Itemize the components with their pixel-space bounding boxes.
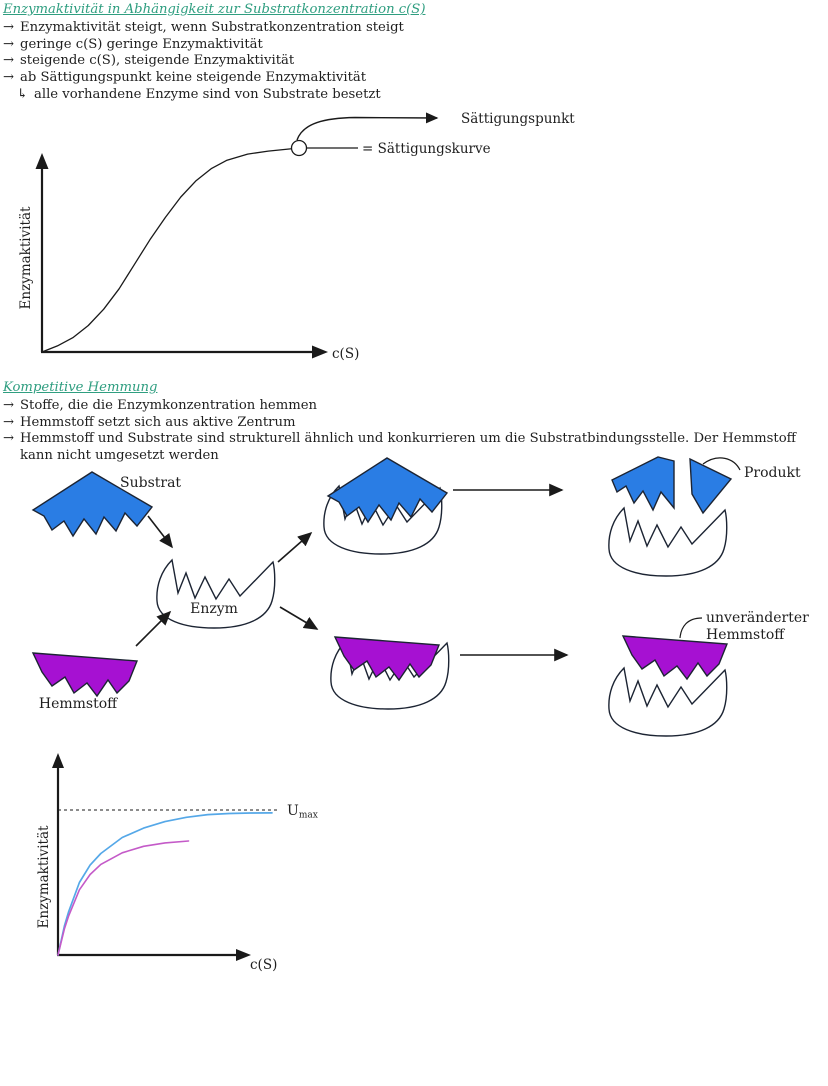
bullet-line: → Hemmstoff setzt sich aus aktive Zentru… — [3, 414, 296, 430]
section1-title: Enzymaktivität in Abhängigkeit zur Subst… — [3, 2, 426, 17]
competitive-inhibition-diagram: Enzym Substrat Hemmstoff Produkt unverän… — [32, 456, 809, 737]
bullet-line: → Hemmstoff und Substrate sind strukture… — [3, 431, 797, 464]
product-piece-left — [611, 456, 675, 512]
bullet-line: → Enzymaktivität steigt, wenn Substratko… — [3, 19, 404, 35]
enzyme-shape — [156, 559, 276, 629]
enzyme-label: Enzym — [190, 601, 238, 617]
section-substratkonzentration: Enzymaktivität in Abhängigkeit zur Subst… — [3, 2, 823, 104]
saturation-curve-label: = Sättigungskurve — [362, 141, 491, 157]
arrow-bullet-icon: → — [3, 397, 15, 413]
x-axis-arrow-icon — [236, 949, 251, 961]
bullet-line: → Stoffe, die die Enzymkonzentration hem… — [3, 397, 318, 413]
curve-with-inhibitor — [57, 840, 190, 956]
unchanged-inhibitor-label-line1: unveränderter — [706, 610, 809, 626]
inhibitor-shape — [32, 652, 138, 697]
x-axis-arrow-icon — [312, 345, 328, 359]
product-callout-line — [702, 457, 741, 471]
arrow-bullet-icon: → — [3, 431, 15, 447]
arrow-bullet-icon: → — [3, 19, 15, 35]
umax-label: Umax — [287, 803, 318, 821]
section2-title: Kompetitive Hemmung — [3, 380, 158, 395]
arrow-bullet-icon: → — [3, 36, 15, 52]
product-release-cup — [608, 507, 728, 577]
x-axis-label: c(S) — [332, 346, 359, 362]
inhibitor-callout-line — [679, 617, 703, 639]
inhibitor-release-cup — [608, 667, 728, 737]
corner-arrow-icon: ↳ — [17, 86, 29, 102]
saturation-curve — [41, 147, 300, 353]
arrow-enzyme-to-es-complex — [277, 531, 313, 563]
sub-bullet-line: ↳ alle vorhandene Enzyme sind von Substr… — [17, 86, 381, 102]
product-piece-right — [689, 457, 733, 515]
arrow-inhibitor-to-enzyme — [135, 610, 172, 647]
substrate-label: Substrat — [120, 475, 181, 491]
umax-comparison-chart: c(S) Enzymaktivität Umax — [36, 753, 318, 973]
saturation-point-circle — [290, 139, 308, 157]
curve-without-inhibitor — [57, 812, 273, 956]
bullet-line: → geringe c(S) geringe Enzymaktivität — [3, 36, 263, 52]
saturation-curve-chart: c(S) Enzymaktivität = Sättigungskurve Sä… — [18, 111, 575, 362]
bullet-line: → ab Sättigungspunkt keine steigende Enz… — [3, 70, 367, 86]
saturation-point-label: Sättigungspunkt — [461, 111, 575, 127]
arrow-bullet-icon: → — [3, 70, 15, 86]
y-axis-arrow-icon — [35, 153, 49, 169]
section-kompetitive-hemmung: Kompetitive Hemmung → Stoffe, die die En… — [3, 380, 823, 465]
inhibitor-label: Hemmstoff — [39, 696, 118, 712]
y-axis-arrow-icon — [52, 753, 64, 768]
arrow-bullet-icon: → — [3, 53, 15, 69]
saturation-point-arrow — [296, 112, 439, 141]
y-axis-label: Enzymaktivität — [18, 206, 34, 309]
arrow-bullet-icon: → — [3, 414, 15, 430]
arrow-substrate-to-enzyme — [147, 515, 173, 549]
unchanged-inhibitor-label-line2: Hemmstoff — [706, 627, 785, 643]
bullet-line: → steigende c(S), steigende Enzymaktivit… — [3, 53, 295, 69]
product-label: Produkt — [744, 465, 801, 481]
arrow-enzyme-to-ei-complex — [279, 606, 319, 630]
y-axis-label: Enzymaktivität — [36, 825, 52, 928]
x-axis-label: c(S) — [250, 957, 277, 973]
